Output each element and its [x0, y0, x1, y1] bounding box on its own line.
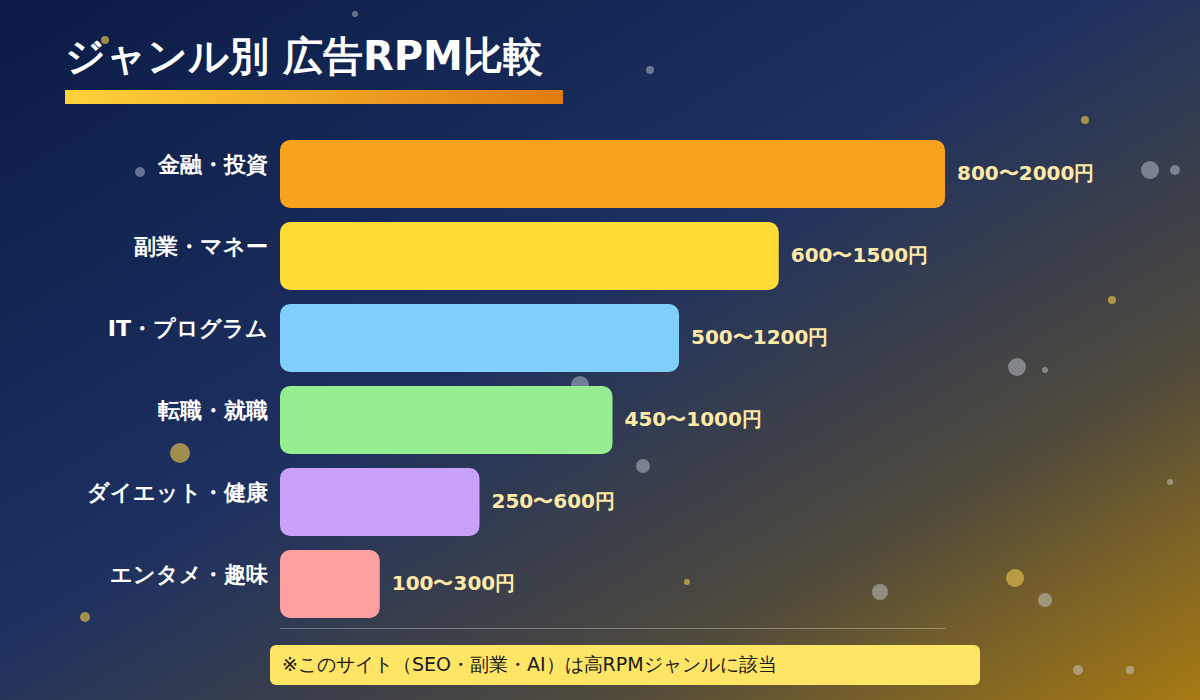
sparkle — [1108, 296, 1116, 304]
title: ジャンル別 広告RPM比較 — [65, 33, 543, 79]
sparkle — [646, 66, 654, 74]
sparkle — [684, 579, 690, 585]
title-underline — [65, 90, 563, 104]
data-label: 100〜300円 — [392, 571, 516, 595]
sparkle — [1170, 165, 1180, 175]
sparkle — [1006, 569, 1024, 587]
category-label: 副業・マネー — [134, 234, 268, 259]
category-label: エンタメ・趣味 — [110, 562, 269, 587]
data-label: 250〜600円 — [492, 489, 616, 513]
bar — [280, 304, 679, 372]
annotation-text: ※このサイト（SEO・副業・AI）は高RPMジャンルに該当 — [282, 653, 777, 675]
background — [0, 0, 1200, 700]
sparkle — [1073, 665, 1083, 675]
data-label: 800〜2000円 — [957, 161, 1094, 185]
chart: ジャンル別 広告RPM比較金融・投資副業・マネー IT・プログラム転職・就職ダイエ… — [0, 0, 1200, 700]
category-label: ダイエット・健康 — [87, 480, 268, 505]
x-axis-line — [281, 628, 946, 629]
sparkle — [352, 11, 358, 17]
sparkle — [1141, 161, 1159, 179]
annotation: ※このサイト（SEO・副業・AI）は高RPMジャンルに該当 — [270, 645, 980, 685]
sparkle — [135, 167, 145, 177]
category-label: IT・プログラム — [108, 316, 268, 341]
data-labels: 800〜2000円 600〜1500円 500〜1200円 450〜1000円 250〜… — [392, 161, 1095, 595]
bar — [280, 386, 613, 454]
annotation-box — [270, 645, 980, 685]
data-label: 500〜1200円 — [691, 325, 828, 349]
bar — [280, 140, 945, 208]
sparkle — [872, 584, 888, 600]
data-label: 450〜1000円 — [625, 407, 762, 431]
sparkles — [80, 11, 1180, 675]
sparkle — [636, 459, 650, 473]
bar — [280, 222, 779, 290]
sparkle — [1167, 479, 1173, 485]
category-label: 転職・就職 — [158, 398, 268, 423]
sparkle — [1008, 358, 1026, 376]
bars — [280, 140, 945, 618]
category-labels: 金融・投資副業・マネー IT・プログラム転職・就職ダイエット・健康エンタメ・趣味 — [87, 152, 269, 587]
sparkle — [170, 443, 190, 463]
data-label: 600〜1500円 — [791, 243, 928, 267]
sparkle — [1126, 666, 1134, 674]
sparkle — [80, 612, 90, 622]
x-axis — [281, 628, 946, 629]
sparkle — [1042, 367, 1048, 373]
bar — [280, 468, 480, 536]
sparkle — [1081, 116, 1089, 124]
sparkle — [1038, 593, 1052, 607]
category-label: 金融・投資 — [157, 152, 268, 177]
bar — [280, 550, 380, 618]
